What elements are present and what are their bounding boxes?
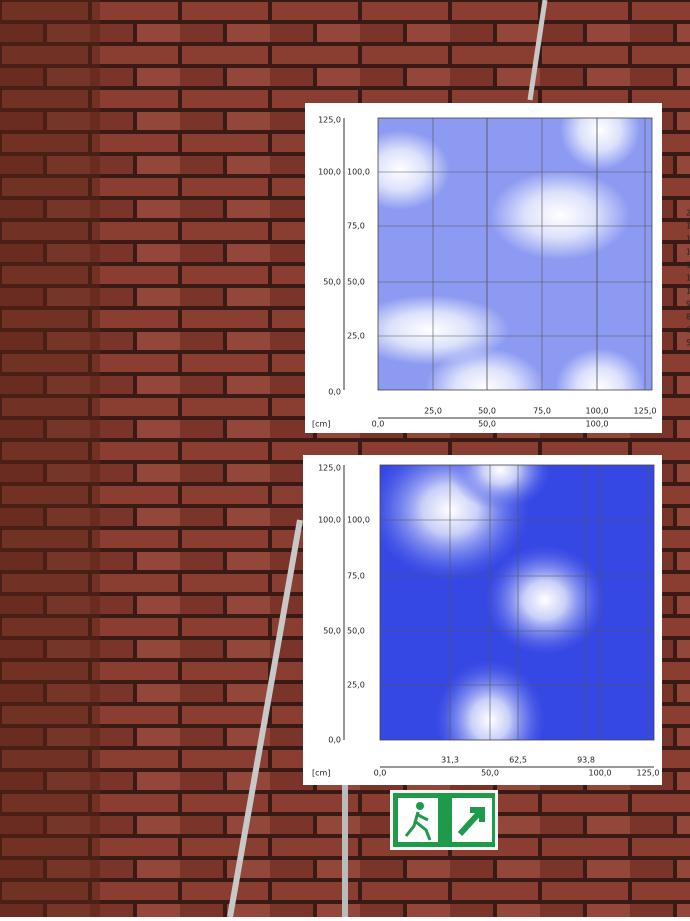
y-tick-label: 100,0 [318, 516, 341, 525]
y-tick-label: 25,0 [347, 332, 365, 341]
contour-panel: 125,0 100,0 50,0 0,0 100,0 75,0 50,0 25,0 31,3 62… [303, 430, 662, 785]
legend-label: 1 [686, 261, 690, 270]
x-tick-label: 100,0 [589, 769, 612, 778]
legend-label: 1 [686, 287, 690, 296]
legend-label: 6 [686, 326, 690, 335]
y-tick-label: 0,0 [328, 388, 341, 397]
x-tick-label: 125,0 [637, 769, 660, 778]
legend-label: 5 [686, 339, 690, 348]
legend-label: 2 [686, 209, 690, 218]
contour-blob [485, 545, 605, 655]
y-tick-label: 100,0 [318, 168, 341, 177]
x-tick-label: 100,0 [586, 420, 609, 429]
legend-label: 1 [686, 248, 690, 257]
y-tick-label: 50,0 [323, 627, 341, 636]
x-tick-label: 0,0 [374, 769, 387, 778]
unit-label: [cm] [312, 769, 330, 778]
y-tick-label: 75,0 [347, 222, 365, 231]
legend-label: 1 [686, 274, 690, 283]
legend-label: 1 [686, 222, 690, 231]
y-tick-label: 50,0 [347, 627, 365, 636]
photo: 125,0100,050,00,0100,075,050,025,025,050… [0, 0, 690, 917]
y-tick-label: 50,0 [347, 278, 365, 287]
y-tick-label: 125,0 [318, 464, 341, 473]
legend-label: 8 [686, 313, 690, 322]
x-tick-label: 62,5 [509, 756, 527, 765]
contour-map [370, 430, 654, 780]
x-tick-label: 50,0 [478, 420, 496, 429]
x-tick-label: 0,0 [372, 420, 385, 429]
y-tick-label: 0,0 [328, 736, 341, 745]
legend-label: 1 [686, 235, 690, 244]
y-tick-label: 25,0 [347, 681, 365, 690]
unit-label: [cm] [312, 420, 330, 429]
y-tick-label: 125,0 [318, 116, 341, 125]
x-tick-label: 75,0 [533, 407, 551, 416]
contour-blob [490, 170, 630, 260]
contour-map [350, 90, 652, 428]
legend-label: 9 [686, 300, 690, 309]
x-tick-label: 93,8 [577, 756, 595, 765]
x-tick-label: 50,0 [481, 769, 499, 778]
y-tick-label: 100,0 [347, 516, 370, 525]
y-tick-label: 100,0 [347, 168, 370, 177]
side-wall [0, 0, 100, 917]
y-tick-label: 75,0 [347, 572, 365, 581]
y-tick-label: 50,0 [323, 278, 341, 287]
x-tick-label: 25,0 [424, 407, 442, 416]
x-tick-label: 31,3 [441, 756, 459, 765]
x-tick-label: 100,0 [586, 407, 609, 416]
x-tick-label: 50,0 [478, 407, 496, 416]
exit-sign [390, 790, 498, 850]
x-tick-label: 125,0 [634, 407, 657, 416]
